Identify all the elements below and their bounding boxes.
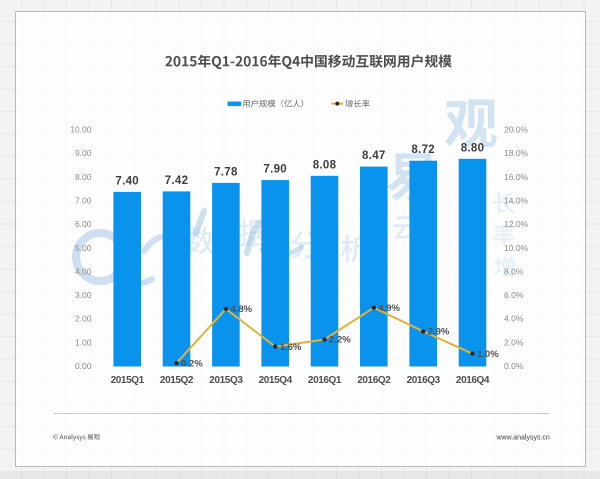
svg-text:6.0%: 6.0% xyxy=(504,290,524,300)
svg-text:10.00: 10.00 xyxy=(70,125,92,135)
svg-text:10.0%: 10.0% xyxy=(504,243,529,253)
svg-text:2.0%: 2.0% xyxy=(504,337,524,347)
svg-text:8.80: 8.80 xyxy=(461,142,485,154)
svg-text:2015Q4: 2015Q4 xyxy=(259,375,293,386)
svg-text:4.00: 4.00 xyxy=(75,266,92,276)
svg-text:0.2%: 0.2% xyxy=(181,358,203,369)
svg-text:7.40: 7.40 xyxy=(115,175,139,187)
svg-text:5.00: 5.00 xyxy=(75,243,92,253)
svg-text:1.6%: 1.6% xyxy=(280,342,302,353)
svg-text:12.0%: 12.0% xyxy=(504,219,529,229)
svg-text:2.9%: 2.9% xyxy=(428,327,450,338)
svg-text:7.78: 7.78 xyxy=(214,166,238,178)
svg-text:2016Q2: 2016Q2 xyxy=(357,375,391,386)
svg-text:7.00: 7.00 xyxy=(75,196,92,206)
svg-text:2016Q1: 2016Q1 xyxy=(308,375,342,386)
svg-text:2016Q4: 2016Q4 xyxy=(456,375,490,386)
svg-text:0.00: 0.00 xyxy=(75,361,92,371)
svg-text:4.8%: 4.8% xyxy=(230,304,252,315)
svg-text:20.0%: 20.0% xyxy=(504,125,529,135)
svg-text:8.47: 8.47 xyxy=(362,150,386,162)
svg-text:2016Q3: 2016Q3 xyxy=(407,375,441,386)
svg-text:0.0%: 0.0% xyxy=(504,361,524,371)
svg-text:www.analysys.cn: www.analysys.cn xyxy=(496,434,550,441)
svg-text:18.0%: 18.0% xyxy=(504,148,529,158)
svg-text:3.00: 3.00 xyxy=(75,290,92,300)
svg-text:2015Q1: 2015Q1 xyxy=(111,375,145,386)
svg-text:6.00: 6.00 xyxy=(75,219,92,229)
svg-text:8.0%: 8.0% xyxy=(504,266,524,276)
svg-text:7.90: 7.90 xyxy=(263,164,287,176)
svg-text:4.0%: 4.0% xyxy=(504,314,524,324)
svg-text:2015Q3: 2015Q3 xyxy=(209,375,243,386)
svg-text:9.00: 9.00 xyxy=(75,148,92,158)
svg-text:4.9%: 4.9% xyxy=(378,303,400,314)
svg-text:2.00: 2.00 xyxy=(75,314,92,324)
svg-text:2.2%: 2.2% xyxy=(329,335,351,346)
svg-text:8.00: 8.00 xyxy=(75,172,92,182)
svg-text:1.0%: 1.0% xyxy=(477,349,499,360)
svg-text:16.0%: 16.0% xyxy=(504,172,529,182)
svg-text:1.00: 1.00 xyxy=(75,337,92,347)
svg-text:14.0%: 14.0% xyxy=(504,196,529,206)
svg-text:2015Q2: 2015Q2 xyxy=(160,375,194,386)
svg-text:7.42: 7.42 xyxy=(165,175,189,187)
svg-text:8.72: 8.72 xyxy=(411,144,435,156)
svg-text:8.08: 8.08 xyxy=(313,159,337,171)
